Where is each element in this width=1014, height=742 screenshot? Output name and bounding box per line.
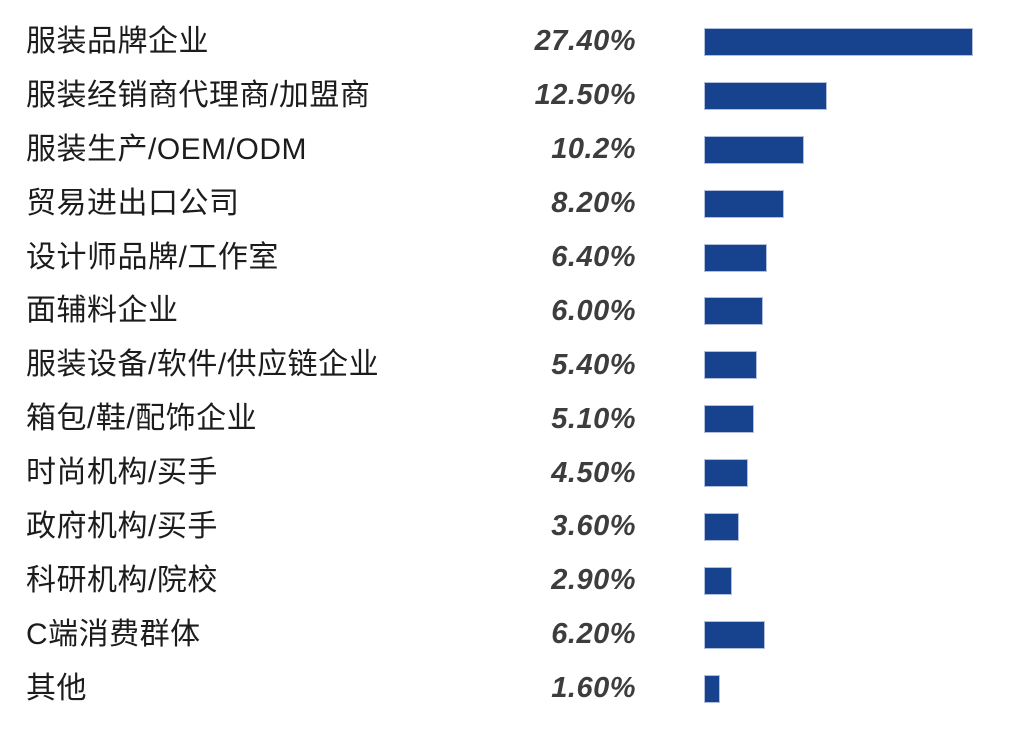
value-label: 2.90% bbox=[551, 564, 636, 597]
value-label: 6.40% bbox=[551, 241, 636, 273]
category-label: 服装经销商代理商/加盟商 bbox=[26, 78, 371, 112]
bar-track bbox=[636, 351, 1014, 380]
category-label: 其他 bbox=[26, 671, 87, 705]
value-label: 5.10% bbox=[551, 402, 636, 435]
bar-track bbox=[636, 674, 1014, 703]
value-label: 10.2% bbox=[551, 133, 636, 166]
category-label: 服装生产/OEM/ODM bbox=[26, 132, 307, 166]
category-label: 服装设备/软件/供应链企业 bbox=[26, 348, 380, 382]
bar-track bbox=[636, 566, 1014, 595]
category-label: 科研机构/院校 bbox=[26, 563, 218, 597]
chart-row: 服装经销商代理商/加盟商 12.50% bbox=[26, 69, 1014, 123]
bar bbox=[704, 674, 720, 703]
bar-track bbox=[636, 405, 1014, 434]
horizontal-bar-chart: 服装品牌企业 27.40% 服装经销商代理商/加盟商 12.50% 服装生产/O… bbox=[26, 15, 1014, 716]
value-label: 6.00% bbox=[551, 294, 636, 327]
category-label: 服装品牌企业 bbox=[26, 24, 209, 58]
bar-track bbox=[636, 243, 1014, 272]
category-label: C端消费群体 bbox=[26, 617, 201, 651]
chart-row: 箱包/鞋/配饰企业 5.10% bbox=[26, 392, 1014, 446]
bar-track bbox=[636, 620, 1014, 649]
category-label: 面辅料企业 bbox=[26, 294, 179, 328]
bar bbox=[704, 243, 767, 272]
bar bbox=[704, 135, 805, 164]
bar bbox=[704, 27, 973, 56]
chart-row: C端消费群体 6.20% bbox=[26, 608, 1014, 662]
chart-row: 政府机构/买手 3.60% bbox=[26, 500, 1014, 554]
chart-row: 其他 1.60% bbox=[26, 662, 1014, 716]
chart-row: 时尚机构/买手 4.50% bbox=[26, 446, 1014, 500]
category-label: 时尚机构/买手 bbox=[26, 456, 218, 490]
value-label: 8.20% bbox=[551, 187, 636, 220]
chart-row: 设计师品牌/工作室 6.40% bbox=[26, 231, 1014, 285]
bar bbox=[704, 351, 757, 380]
bar bbox=[704, 459, 749, 488]
value-label: 4.50% bbox=[551, 456, 636, 489]
bar bbox=[704, 566, 733, 595]
value-label: 1.60% bbox=[551, 672, 636, 705]
chart-row: 服装品牌企业 27.40% bbox=[26, 15, 1014, 69]
value-label: 6.20% bbox=[551, 618, 636, 651]
value-label: 27.40% bbox=[534, 25, 636, 58]
bar-track bbox=[636, 189, 1014, 218]
category-label: 政府机构/买手 bbox=[26, 509, 218, 543]
chart-row: 服装生产/OEM/ODM 10.2% bbox=[26, 123, 1014, 177]
bar-track bbox=[636, 459, 1014, 488]
value-label: 5.40% bbox=[551, 348, 636, 381]
bar bbox=[704, 81, 827, 110]
bar-track bbox=[636, 135, 1014, 164]
bar bbox=[704, 297, 763, 326]
value-label: 12.50% bbox=[534, 79, 636, 112]
bar bbox=[704, 189, 785, 218]
bar bbox=[704, 620, 765, 649]
chart-row: 面辅料企业 6.00% bbox=[26, 284, 1014, 338]
bar bbox=[704, 405, 755, 434]
bar bbox=[704, 512, 740, 541]
value-label: 3.60% bbox=[551, 510, 636, 543]
bar-track bbox=[636, 27, 1014, 56]
bar-track bbox=[636, 81, 1014, 110]
chart-row: 服装设备/软件/供应链企业 5.40% bbox=[26, 338, 1014, 392]
category-label: 箱包/鞋/配饰企业 bbox=[26, 402, 258, 436]
chart-row: 科研机构/院校 2.90% bbox=[26, 554, 1014, 608]
chart-row: 贸易进出口公司 8.20% bbox=[26, 177, 1014, 231]
bar-track bbox=[636, 512, 1014, 541]
bar-track bbox=[636, 297, 1014, 326]
category-label: 贸易进出口公司 bbox=[26, 186, 240, 220]
category-label: 设计师品牌/工作室 bbox=[26, 240, 279, 274]
